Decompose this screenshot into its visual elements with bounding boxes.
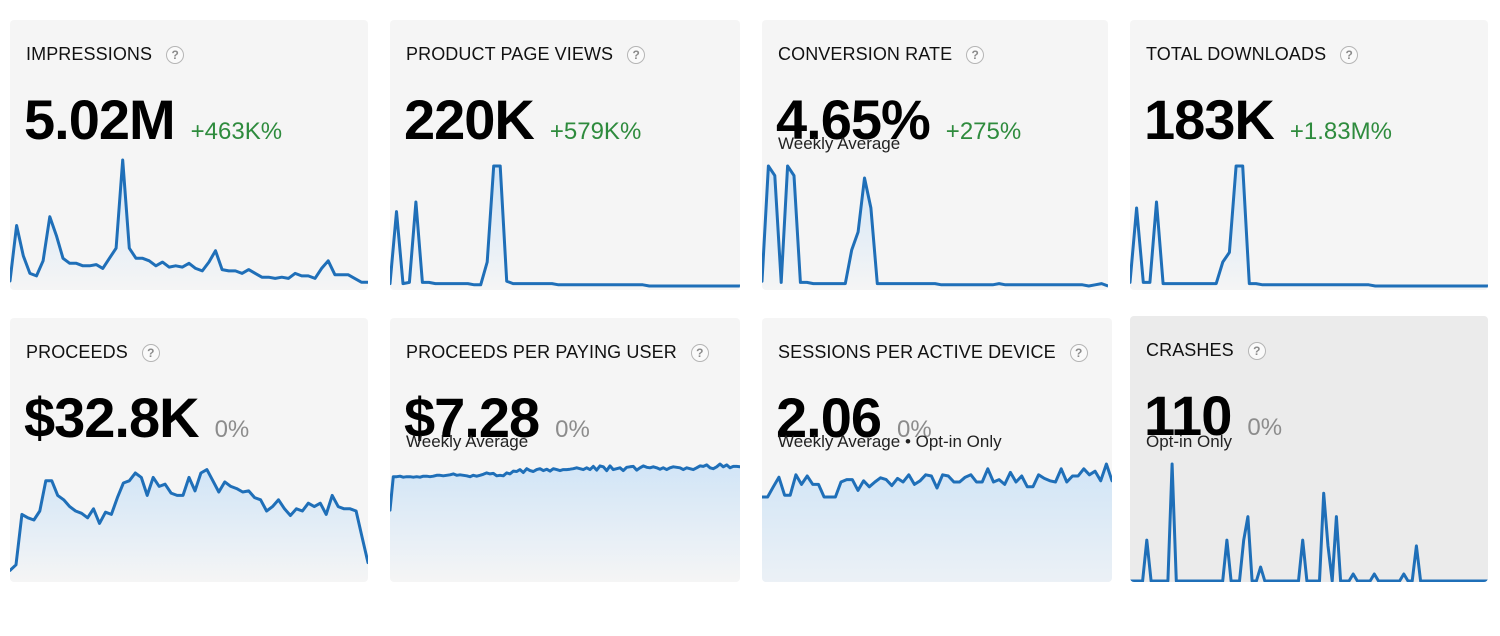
- sparkline-series: [390, 462, 740, 512]
- metric-delta: +275%: [945, 118, 1022, 145]
- metric-delta: 0%: [897, 416, 932, 443]
- card-title: PROCEEDS: [26, 342, 128, 362]
- sparkline-area: [762, 464, 1112, 582]
- sparkline-chart: [10, 468, 368, 582]
- card-proceeds[interactable]: PROCEEDS ? $32.8K 0%: [10, 318, 368, 582]
- metric-value: $32.8K: [24, 386, 200, 449]
- sparkline-chart: [390, 462, 740, 582]
- help-icon[interactable]: ?: [141, 343, 160, 362]
- sparkline-series: [1130, 164, 1488, 288]
- sparkline-chart: [10, 158, 368, 290]
- help-icon[interactable]: ?: [1247, 341, 1266, 360]
- metric-delta: +1.83M%: [1289, 118, 1392, 145]
- sparkline-chart: [762, 462, 1112, 582]
- help-icon[interactable]: ?: [166, 45, 185, 64]
- sparkline-chart: [762, 164, 1108, 290]
- card-proceeds-per-paying-user[interactable]: PROCEEDS PER PAYING USER ? $7.28 0% Week…: [390, 318, 740, 582]
- sparkline-series: [1130, 462, 1488, 582]
- card-title: SESSIONS PER ACTIVE DEVICE: [778, 342, 1056, 362]
- sparkline-chart: [390, 164, 740, 290]
- sparkline-area: [390, 166, 740, 290]
- sparkline-area: [390, 464, 740, 582]
- metric-delta: 0%: [214, 416, 250, 443]
- metric-value: 110: [1144, 384, 1232, 447]
- metric-delta: 0%: [1247, 414, 1283, 441]
- card-title: CRASHES: [1146, 340, 1234, 360]
- help-icon[interactable]: ?: [966, 45, 985, 64]
- card-title: TOTAL DOWNLOADS: [1146, 44, 1327, 64]
- metric-subtitle: Weekly Average • Opt-in Only: [778, 432, 1002, 451]
- card-title: PRODUCT PAGE VIEWS: [406, 44, 614, 64]
- help-icon[interactable]: ?: [1340, 45, 1359, 64]
- metric-value: 4.65%: [776, 88, 931, 151]
- sparkline-series: [10, 158, 368, 284]
- card-product-page-views[interactable]: PRODUCT PAGE VIEWS ? 220K +579K%: [390, 20, 740, 290]
- metric-value: 183K: [1144, 88, 1275, 151]
- sparkline-area: [10, 469, 368, 582]
- metric-delta: 0%: [555, 416, 590, 443]
- metric-subtitle: Opt-in Only: [1146, 432, 1232, 451]
- sparkline-area: [762, 166, 1108, 290]
- card-crashes[interactable]: CRASHES ? 110 0% Opt-in Only: [1130, 316, 1488, 582]
- sparkline-series: [762, 462, 1112, 499]
- card-conversion-rate[interactable]: CONVERSION RATE ? 4.65% +275% Weekly Ave…: [762, 20, 1108, 290]
- help-icon[interactable]: ?: [627, 45, 646, 64]
- sparkline-series: [390, 164, 740, 288]
- metric-value: 2.06: [776, 386, 882, 449]
- sparkline-chart: [1130, 462, 1488, 582]
- metric-value: 220K: [404, 88, 535, 151]
- card-total-downloads[interactable]: TOTAL DOWNLOADS ? 183K +1.83M%: [1130, 20, 1488, 290]
- sparkline-series: [10, 468, 368, 572]
- metric-subtitle: Weekly Average: [406, 432, 529, 451]
- sparkline-area: [10, 160, 368, 290]
- card-title: PROCEEDS PER PAYING USER: [406, 342, 677, 362]
- metric-delta: +463K%: [190, 118, 283, 145]
- card-impressions[interactable]: IMPRESSIONS ? 5.02M +463K%: [10, 20, 368, 290]
- card-title: CONVERSION RATE: [778, 44, 953, 64]
- help-icon[interactable]: ?: [690, 343, 709, 362]
- card-sessions-per-active-device[interactable]: SESSIONS PER ACTIVE DEVICE ? 2.06 0% Wee…: [762, 318, 1112, 582]
- metric-delta: +579K%: [549, 118, 642, 145]
- help-icon[interactable]: ?: [1069, 343, 1088, 362]
- sparkline-area: [1130, 166, 1488, 290]
- sparkline-chart: [1130, 164, 1488, 290]
- sparkline-series: [762, 164, 1108, 288]
- metric-value: 5.02M: [24, 88, 176, 151]
- metric-value: $7.28: [404, 386, 540, 449]
- metric-subtitle: Weekly Average: [778, 134, 901, 153]
- card-title: IMPRESSIONS: [26, 44, 153, 64]
